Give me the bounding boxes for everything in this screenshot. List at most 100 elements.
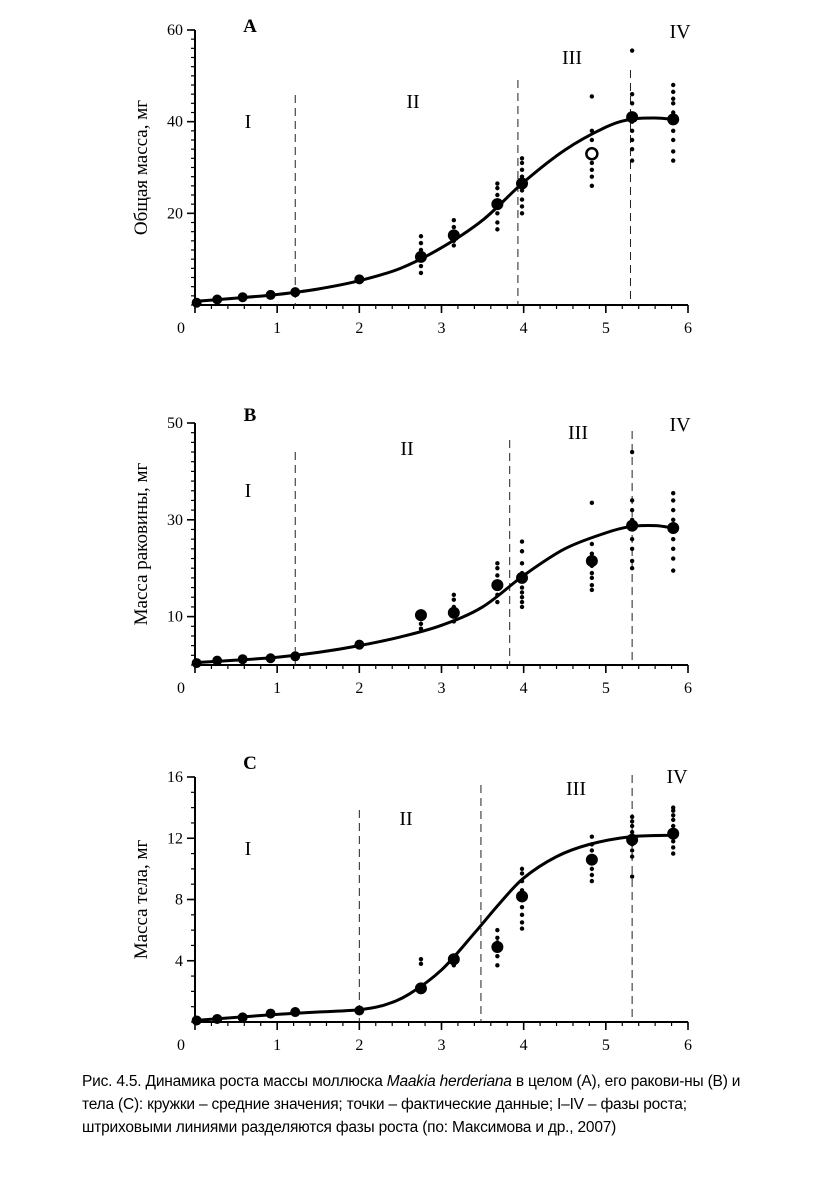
chart-panel-b: 10 30 50 0 1 2 3 4 5 6 Масса раковины, мг B I II III IV — [0, 395, 815, 695]
data-point — [519, 585, 525, 590]
fitted-curve — [194, 523, 674, 665]
mean-marker — [447, 953, 460, 966]
x-tick-label: 3 — [438, 320, 446, 337]
data-point — [629, 546, 635, 552]
mean-marker — [491, 198, 504, 211]
x-tick-label: 2 — [355, 320, 363, 337]
data-point — [519, 904, 525, 910]
data-point — [589, 866, 595, 872]
y-axis-label: Масса тела, мг — [131, 840, 152, 960]
data-point — [671, 517, 676, 522]
data-point — [495, 220, 500, 225]
mean-marker — [354, 1005, 365, 1016]
mean-marker — [212, 655, 223, 666]
data-point — [629, 91, 635, 97]
x-tick-label: 6 — [684, 680, 692, 695]
data-point — [629, 128, 635, 134]
mean-marker — [516, 177, 529, 190]
data-point — [671, 137, 676, 143]
mean-marker — [491, 940, 504, 953]
data-point — [418, 621, 424, 627]
mean-marker — [447, 606, 460, 619]
mean-marker — [447, 229, 460, 242]
data-point — [519, 561, 525, 566]
data-point — [629, 146, 635, 152]
x-tick-label: 4 — [520, 320, 528, 337]
data-point — [671, 817, 676, 823]
data-point — [519, 926, 525, 931]
y-tick-label: 10 — [167, 609, 183, 626]
data-point — [519, 604, 525, 610]
mean-marker — [585, 147, 599, 161]
data-point — [589, 541, 595, 547]
x-tick-label: 0 — [177, 1037, 185, 1054]
data-point — [519, 866, 525, 872]
data-point — [418, 961, 424, 967]
mean-marker — [414, 982, 427, 995]
caption-species: Maakia herderiana — [386, 1073, 512, 1090]
data-point — [589, 183, 595, 189]
data-point — [629, 823, 635, 829]
panel-label: A — [243, 16, 257, 37]
mean-marker — [516, 571, 529, 584]
chart-panel-c: 4 8 12 16 0 1 2 3 4 5 6 Масса тела, мг C I II III IV — [0, 745, 815, 1060]
data-point — [418, 263, 424, 269]
phase-label: IV — [669, 21, 691, 43]
data-point — [495, 185, 500, 191]
data-point — [671, 808, 676, 813]
data-point — [671, 498, 676, 503]
data-point — [519, 549, 525, 554]
data-point — [589, 872, 595, 878]
y-axis-label: Общая масса, мг — [131, 100, 152, 235]
data-point — [671, 128, 676, 134]
data-point — [495, 192, 500, 198]
data-point — [629, 829, 635, 835]
y-tick-label: 4 — [175, 953, 183, 970]
figure: 20 40 60 0 1 2 3 4 5 6 Общая масса, мг A I II III IV 10… — [0, 16, 815, 1060]
mean-marker — [265, 289, 276, 300]
x-tick-label: 3 — [438, 680, 446, 695]
data-point — [495, 227, 500, 232]
y-tick-label: 50 — [167, 415, 183, 432]
data-point — [495, 599, 500, 605]
mean-marker — [354, 274, 365, 285]
mean-marker — [290, 287, 301, 298]
mean-marker — [237, 1012, 248, 1023]
phase-label: I — [245, 480, 252, 502]
data-point — [519, 167, 525, 172]
x-tick-label: 4 — [520, 680, 528, 695]
mean-marker — [237, 292, 248, 303]
data-point — [519, 204, 525, 209]
phase-label: II — [400, 438, 413, 460]
data-point — [495, 561, 500, 566]
data-point — [629, 558, 635, 564]
y-tick-label: 12 — [167, 830, 183, 847]
data-point — [629, 814, 635, 820]
data-point — [671, 101, 676, 106]
data-point — [519, 920, 525, 925]
mean-marker — [626, 111, 639, 124]
mean-marker — [290, 651, 301, 662]
data-point — [519, 211, 525, 216]
data-point — [451, 592, 457, 598]
phase-label: II — [406, 91, 419, 113]
data-point — [629, 137, 635, 143]
data-point — [671, 96, 676, 101]
x-tick-label: 2 — [355, 680, 363, 695]
data-point — [519, 871, 525, 876]
phase-label: I — [245, 111, 252, 133]
data-point — [495, 963, 500, 968]
x-tick-label: 1 — [273, 1037, 281, 1054]
fitted-curve — [194, 116, 674, 303]
caption-text-end: в целом (A), его ракови-ны (B) и тела (C… — [82, 1073, 741, 1136]
x-tick-label: 2 — [355, 1037, 363, 1054]
x-tick-label: 1 — [273, 680, 281, 695]
data-point — [589, 587, 595, 593]
x-tick-label: 6 — [684, 1037, 692, 1054]
data-point — [519, 160, 525, 166]
mean-marker — [265, 1008, 276, 1019]
data-point — [589, 160, 595, 166]
data-point — [519, 156, 525, 161]
